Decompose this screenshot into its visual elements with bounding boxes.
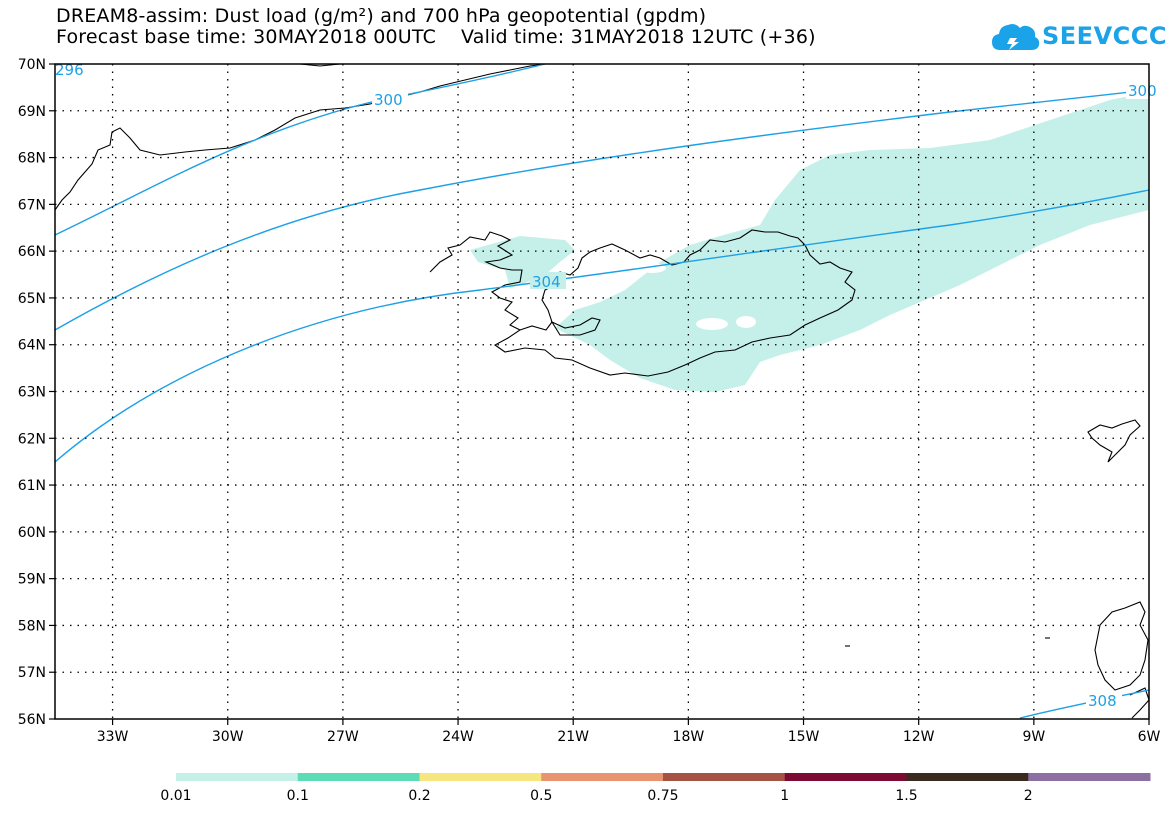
colorbar-label: 1.5: [895, 788, 917, 804]
geopotential-contours: [54, 63, 1150, 719]
colorbar-label: 0.75: [647, 788, 678, 804]
colorbar-swatch: [297, 773, 420, 781]
latitude-labels: 56N 57N 58N 59N 60N 61N 62N 63N 64N 65N 66N 67N 68N 6…: [18, 57, 46, 728]
map-subtitle: Forecast base time: 30MAY2018 00UTC Vali…: [56, 26, 816, 48]
lat-tick-label: 68N: [18, 151, 46, 167]
colorbar-swatch: [663, 773, 786, 781]
lon-tick-label: 21W: [557, 729, 589, 745]
map-title: DREAM8-assim: Dust load (g/m²) and 700 h…: [56, 5, 707, 27]
colorbar-label: 0.5: [530, 788, 552, 804]
map-frame: [54, 63, 1150, 720]
lon-tick-label: 18W: [673, 729, 705, 745]
lon-tick-label: 24W: [442, 729, 474, 745]
dust-load-area: [470, 92, 1149, 392]
cloud-icon: [992, 24, 1040, 50]
colorbar-swatch: [784, 773, 907, 781]
contour-labels: 300 304 300 296 308: [55, 61, 1157, 710]
contour-label-296: 296: [55, 61, 84, 79]
lat-tick-label: 64N: [18, 338, 46, 354]
lat-tick-label: 63N: [18, 385, 46, 401]
colorbar-swatch: [1028, 773, 1151, 781]
coastline-greenland: [54, 63, 546, 211]
lat-tick-label: 67N: [18, 197, 46, 213]
coastline-iceland: [429, 229, 856, 377]
contour-label-304-center: 304: [532, 273, 561, 291]
lat-tick-label: 66N: [18, 244, 46, 260]
colorbar-label: 0.01: [160, 788, 191, 804]
lat-tick-label: 69N: [18, 104, 46, 120]
lon-tick-label: 33W: [97, 729, 129, 745]
lat-tick-label: 62N: [18, 431, 46, 447]
colorbar-swatch: [419, 773, 542, 781]
lon-tick-label: 15W: [788, 729, 820, 745]
logo-text: SEEVCCC: [1042, 22, 1167, 50]
lat-tick-label: 65N: [18, 291, 46, 307]
lon-tick-label: 27W: [327, 729, 359, 745]
colorbar-swatch: [541, 773, 664, 781]
colorbar-swatch: [906, 773, 1029, 781]
lon-tick-label: 6W: [1138, 729, 1161, 745]
axis-ticks: [49, 63, 1150, 725]
colorbar-label: 0.1: [287, 788, 309, 804]
lon-tick-label: 12W: [903, 729, 935, 745]
lat-tick-label: 60N: [18, 525, 46, 541]
lat-tick-label: 58N: [18, 618, 46, 634]
lon-tick-label: 9W: [1022, 729, 1045, 745]
contour-label-300-north: 300: [374, 91, 403, 109]
lat-tick-label: 57N: [18, 665, 46, 681]
contour-label-300-east: 300: [1128, 82, 1157, 100]
seevccc-logo: SEEVCCC: [990, 18, 1167, 58]
lat-tick-label: 61N: [18, 478, 46, 494]
longitude-labels: 33W 30W 27W 24W 21W 18W 15W 12W 9W 6W: [97, 729, 1161, 745]
coastline-faroe-scotland: [845, 419, 1150, 719]
colorbar-swatch: [176, 773, 299, 781]
contour-label-308: 308: [1088, 692, 1117, 710]
lat-tick-label: 56N: [18, 712, 46, 728]
colorbar-label: 2: [1024, 788, 1033, 804]
lat-tick-label: 70N: [18, 57, 46, 73]
colorbar-label: 1: [780, 788, 789, 804]
lon-tick-label: 30W: [212, 729, 244, 745]
colorbar-label: 0.2: [408, 788, 430, 804]
lat-tick-label: 59N: [18, 572, 46, 588]
colorbar: 0.01 0.1 0.2 0.5 0.75 1 1.5 2: [160, 773, 1151, 804]
